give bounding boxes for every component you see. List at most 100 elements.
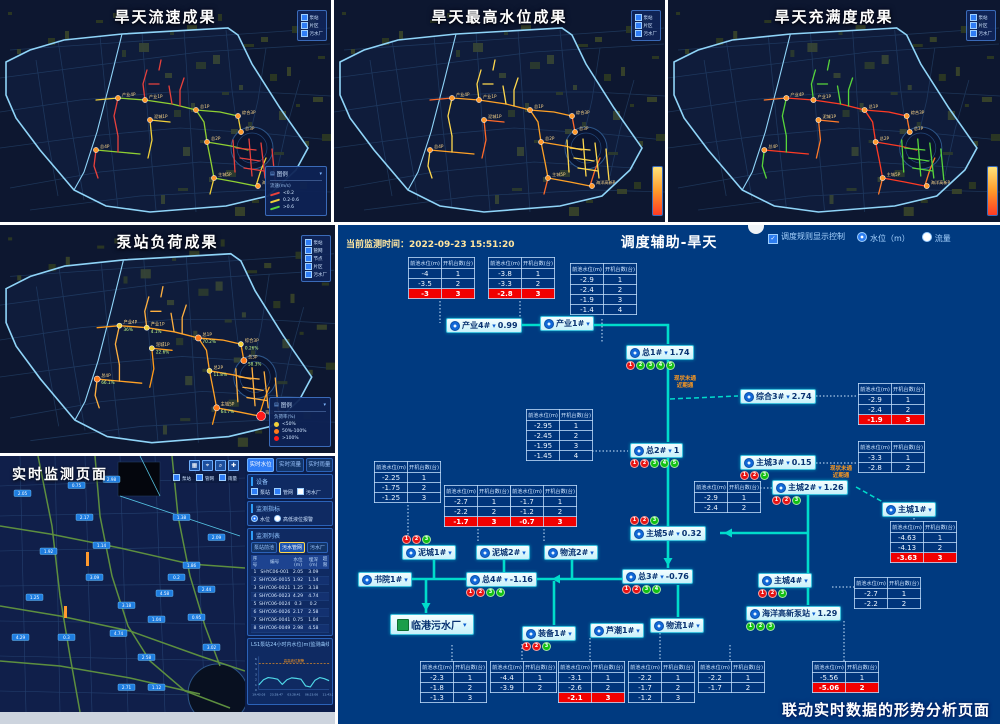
- filter-button[interactable]: 污水管网: [279, 542, 306, 553]
- station-chip[interactable]: [13, 489, 32, 497]
- station-chip[interactable]: [39, 547, 58, 555]
- section-title: 监测指标: [251, 504, 329, 513]
- scale-widget[interactable]: [987, 166, 998, 216]
- filter-button[interactable]: 污水厂: [307, 542, 329, 553]
- layer-legend-item[interactable]: 片区: [634, 22, 658, 29]
- layer-legend-item[interactable]: 泵站: [304, 239, 328, 246]
- layers-icon[interactable]: ▦: [189, 460, 200, 471]
- station-chip[interactable]: [92, 541, 111, 549]
- unit-radio[interactable]: 水位（m）: [857, 231, 910, 243]
- station-chip[interactable]: [102, 475, 121, 483]
- station-chip[interactable]: [147, 615, 166, 623]
- layer-legend-item[interactable]: 污水厂: [304, 271, 327, 278]
- add-icon[interactable]: ✚: [228, 460, 239, 471]
- plant-node[interactable]: 临港污水厂 ▾: [390, 614, 474, 635]
- layer-legend-item[interactable]: 污水厂: [634, 30, 657, 37]
- station-chip[interactable]: [182, 561, 201, 569]
- layer-legend-item[interactable]: 泵站: [969, 14, 993, 21]
- pump-node[interactable]: 主城4# ▾: [758, 573, 812, 588]
- scale-widget[interactable]: [652, 166, 663, 216]
- status-dot: 1: [466, 588, 475, 597]
- table-row[interactable]: 4 SHYC06-0023 4.29 4.74: [251, 592, 329, 601]
- max-level-map[interactable]: 产业4P 产业1P 总1P 综合3P 总2P 泥城1P 主城5P 总4P 海洋高新P 总3P: [334, 0, 665, 222]
- collapse-icon[interactable]: ▾: [319, 171, 322, 177]
- station-chip[interactable]: [117, 601, 136, 609]
- device-checkbox[interactable]: 污水厂: [297, 488, 321, 496]
- pump-node[interactable]: 综合3# ▾ 2.74: [740, 389, 816, 404]
- table-row[interactable]: 2 SHYC06-0015 1.92 1.14: [251, 576, 329, 585]
- pump-node[interactable]: 总2# ▾ 1: [630, 443, 684, 458]
- layer-legend-item[interactable]: 污水厂: [969, 30, 992, 37]
- station-chip[interactable]: [85, 573, 104, 581]
- pump-node[interactable]: 主城3# ▾ 0.15: [740, 455, 816, 470]
- table-row[interactable]: 5 SHYC06-0024 0.3 0.2: [251, 600, 329, 609]
- map-layer-toggle[interactable]: 泵站: [173, 474, 191, 482]
- pump-node[interactable]: 泥城2# ▾: [476, 545, 530, 560]
- pump-node[interactable]: 装备1# ▾: [522, 626, 576, 641]
- device-checkbox[interactable]: 泵站: [251, 488, 270, 496]
- pump-node[interactable]: 书院1# ▾: [358, 572, 412, 587]
- station-chip[interactable]: [75, 513, 94, 521]
- pump-node[interactable]: 产业4# ▾ 0.99: [446, 318, 522, 333]
- station-chip[interactable]: [25, 593, 44, 601]
- pump-node[interactable]: 物流2# ▾: [544, 545, 598, 560]
- pump-node[interactable]: 总1# ▾ 1.74: [626, 345, 694, 360]
- fullness-map[interactable]: 产业4P 产业1P 总1P 综合3P 总2P 泥城1P 主城5P 总4P 海洋高新P 总3P: [668, 0, 1000, 222]
- device-checkbox[interactable]: 管网: [274, 488, 293, 496]
- station-chip[interactable]: [202, 643, 221, 651]
- collapse-handle[interactable]: [748, 225, 764, 234]
- unit-radio[interactable]: 流量: [921, 231, 951, 243]
- station-chip[interactable]: [155, 589, 174, 597]
- station-chip[interactable]: [109, 629, 128, 637]
- station-chip[interactable]: [137, 653, 156, 661]
- station-chip[interactable]: [207, 533, 226, 541]
- map-layer-toggle[interactable]: 雨量: [219, 474, 237, 482]
- realtime-map[interactable]: 2.05 1.92 1.25 4.29 0.3 2.17 0.75 2.98 1.14 3.09 3…: [0, 456, 245, 712]
- layer-legend-item[interactable]: 片区: [304, 263, 328, 270]
- indicator-radio[interactable]: 高低液位报警: [274, 515, 313, 523]
- station-chip[interactable]: [187, 613, 206, 621]
- layer-legend-item[interactable]: 片区: [969, 22, 993, 29]
- layer-legend-item[interactable]: 污水厂: [300, 30, 323, 37]
- layer-legend-item[interactable]: 管网: [304, 247, 328, 254]
- pump-node[interactable]: 泥城1# ▾: [402, 545, 456, 560]
- table-row[interactable]: 7 SHYC06-0041 0.75 1.04: [251, 616, 329, 625]
- station-chip[interactable]: [167, 573, 186, 581]
- layer-legend-item[interactable]: 片区: [300, 22, 324, 29]
- tab-1[interactable]: 实时流量: [276, 458, 304, 472]
- pump-node[interactable]: 产业1# ▾: [540, 316, 594, 331]
- station-chip[interactable]: [172, 513, 191, 521]
- layer-legend-item[interactable]: 泵站: [300, 14, 324, 21]
- map-layer-toggle[interactable]: 管网: [196, 474, 214, 482]
- tab-0[interactable]: 实时水位: [247, 458, 275, 472]
- table-row[interactable]: 3 SHYC06-0021 1.25 3.18: [251, 584, 329, 593]
- pump-node[interactable]: 总3# ▾ -0.76: [622, 569, 693, 584]
- collapse-icon[interactable]: ▾: [323, 402, 326, 408]
- indicator-radio[interactable]: 水位: [251, 515, 270, 523]
- rule-display-checkbox[interactable]: ✓ 调度规则显示控制: [768, 231, 845, 244]
- table-row[interactable]: 1 SHYC06-001 2.05 3.09: [251, 569, 329, 577]
- station-chip[interactable]: [11, 633, 30, 641]
- pump-node[interactable]: 主城5# ▾ 0.32: [630, 526, 706, 541]
- table-row[interactable]: 8 SHYC06-0049 2.98 4.58: [251, 624, 329, 633]
- search-icon[interactable]: ⌕: [215, 460, 226, 471]
- station-chip[interactable]: [117, 683, 136, 691]
- pump-node[interactable]: 主城1# ▾: [882, 502, 936, 517]
- table-row[interactable]: 6 SHYC06-0026 2.17 2.58: [251, 608, 329, 617]
- station-chip[interactable]: [57, 633, 76, 641]
- layer-legend-item[interactable]: 节点: [304, 255, 328, 262]
- locate-icon[interactable]: ⌖: [202, 460, 213, 471]
- filter-button[interactable]: 泵站前池: [251, 542, 278, 553]
- pump-node[interactable]: 海洋高新泵站 ▾ 1.29: [746, 606, 842, 621]
- pump-node[interactable]: 主城2# ▾ 1.26: [772, 480, 848, 495]
- pump-node[interactable]: 物流1# ▾: [650, 618, 704, 633]
- station-chip[interactable]: [147, 683, 166, 691]
- layer-legend-item[interactable]: 泵站: [634, 14, 658, 21]
- pump-node[interactable]: 芦潮1# ▾: [590, 623, 644, 638]
- station-chip[interactable]: [67, 481, 86, 489]
- pump-node[interactable]: 总4# ▾ -1.16: [466, 572, 537, 587]
- tab-2[interactable]: 实时雨量: [305, 458, 333, 472]
- station-chip[interactable]: [197, 585, 216, 593]
